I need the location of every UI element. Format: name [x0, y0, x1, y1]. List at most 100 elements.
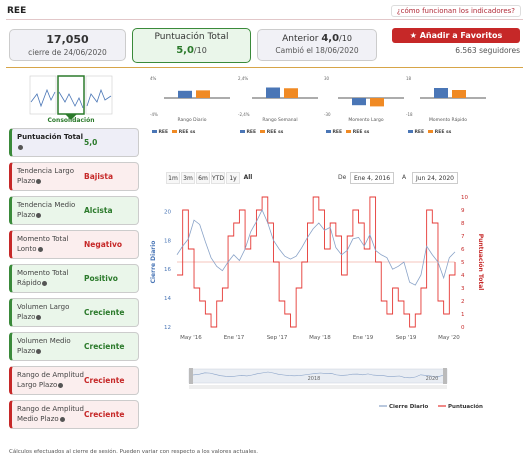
score-card: Puntuación Total 5,0/10: [132, 28, 251, 63]
indicator-row[interactable]: Tendencia Largo Plazo Bajista: [9, 162, 139, 191]
y-right-tick: 4: [461, 273, 465, 279]
indicator-value: Creciente: [84, 342, 125, 351]
indicator-value: 5,0: [84, 138, 98, 147]
info-icon[interactable]: [59, 416, 65, 422]
price-date: cierre de 24/06/2020: [28, 48, 107, 57]
indicator-name: Tendencia Largo Plazo: [17, 167, 74, 185]
pattern-line-3: [86, 88, 112, 107]
price-card: 17,050 cierre de 24/06/2020: [9, 29, 126, 61]
info-icon[interactable]: [42, 280, 48, 286]
bar-chart-legend: REE REE ss: [152, 130, 195, 135]
indicator-value: Alcista: [84, 206, 113, 215]
previous-changed-date: Cambió el 18/06/2020: [275, 46, 359, 55]
indicator-row[interactable]: Volumen Largo Plazo Creciente: [9, 298, 139, 327]
bar-ree-ss: [196, 90, 210, 98]
x-tick: Ene '17: [224, 335, 245, 341]
to-label: A: [402, 174, 407, 181]
range-button-6m[interactable]: 6m: [196, 172, 210, 184]
bar-bottom-label: -2,4%: [238, 112, 250, 117]
info-icon[interactable]: [37, 246, 43, 252]
bar-chart-3: 30 -30 Momento Largo REE REE ss: [322, 74, 410, 138]
previous-score: Anterior 4,0/10: [282, 33, 352, 44]
range-button-all[interactable]: All: [243, 174, 253, 181]
info-icon[interactable]: [58, 382, 64, 388]
pattern-thumbnail-2[interactable]: [57, 75, 85, 115]
legend-score[interactable]: Puntuación: [448, 403, 483, 410]
y-left-axis-label: Cierre Diario: [150, 241, 157, 284]
indicator-row[interactable]: Tendencia Medio Plazo Alcista: [9, 196, 139, 225]
bar-bottom-label: -30: [324, 112, 331, 117]
score-label: Puntuación Total: [154, 32, 229, 42]
bar-top-label: 18: [406, 76, 412, 81]
info-icon[interactable]: [36, 314, 42, 320]
bar-chart-caption: Rango Diario: [177, 118, 207, 123]
indicator-value: Creciente: [84, 410, 125, 419]
indicator-value: Creciente: [84, 308, 125, 317]
navigator-scrollbar[interactable]: [189, 385, 447, 389]
header-divider: [6, 19, 523, 20]
indicator-row[interactable]: Momento Total Lonto Negativo: [9, 230, 139, 259]
bar-ree: [178, 90, 192, 98]
navigator-handle-right[interactable]: [443, 368, 447, 384]
bar-ree-ss: [452, 90, 466, 98]
to-date-input[interactable]: Jun 24, 2020: [412, 172, 458, 184]
bar-ree-ss: [284, 88, 298, 98]
bar-ree: [434, 88, 448, 98]
y-left-tick: 20: [164, 209, 171, 215]
bar-bottom-label: -18: [406, 112, 413, 117]
indicator-row[interactable]: Puntuación Total 5,0: [9, 128, 139, 157]
pattern-thumbnails[interactable]: [29, 72, 113, 122]
legend-price[interactable]: Cierre Diario: [389, 404, 428, 410]
indicator-name: Volumen Medio Plazo: [17, 337, 71, 355]
x-tick: May '16: [180, 335, 202, 341]
y-right-tick: 7: [461, 234, 465, 240]
indicator-name: Puntuación Total: [17, 132, 87, 152]
section-divider: [6, 67, 523, 68]
y-right-tick: 5: [461, 260, 465, 266]
range-button-1y[interactable]: 1y: [226, 172, 240, 184]
add-favorites-button[interactable]: ★ Añadir a Favoritos: [392, 28, 520, 43]
from-date-input[interactable]: Ene 4, 2016: [350, 172, 394, 184]
y-right-tick: 2: [461, 299, 465, 305]
indicator-row[interactable]: Rango de Amplitud Medio Plazo Creciente: [9, 400, 139, 429]
bar-top-label: 4%: [150, 76, 157, 81]
info-icon[interactable]: [36, 348, 42, 354]
bar-chart-caption: Momento Largo: [348, 118, 384, 123]
indicator-row[interactable]: Momento Total Rápido Positivo: [9, 264, 139, 293]
score-series: [177, 196, 456, 328]
indicator-value: Creciente: [84, 376, 125, 385]
bar-chart-legend: REE REE ss: [326, 130, 369, 135]
bar-chart-1: 4% -4% Rango Diario REE REE ss: [148, 74, 236, 138]
info-icon[interactable]: [36, 212, 42, 218]
from-label: De: [338, 174, 347, 181]
navigator-label: 2018: [308, 376, 321, 382]
navigator-series: [188, 371, 448, 379]
bar-chart-legend: REE REE ss: [240, 130, 283, 135]
info-icon[interactable]: [36, 178, 42, 184]
x-tick: Sep '19: [396, 335, 417, 341]
range-button-ytd[interactable]: YTD: [211, 172, 225, 184]
bar-chart-caption: Momento Rápido: [428, 118, 468, 123]
range-button-1m[interactable]: 1m: [166, 172, 180, 184]
range-button-3m[interactable]: 3m: [181, 172, 195, 184]
how-indicators-link[interactable]: ¿cómo funcionan los indicadores?: [390, 5, 521, 17]
indicator-row[interactable]: Volumen Medio Plazo Creciente: [9, 332, 139, 361]
navigator-label: 2020: [426, 376, 439, 382]
indicator-value: Bajista: [84, 172, 114, 181]
y-left-tick: 14: [164, 296, 171, 302]
y-right-tick: 8: [461, 221, 465, 227]
x-tick: May '18: [309, 335, 331, 341]
pattern-thumbnail-1[interactable]: [29, 75, 57, 115]
indicator-row[interactable]: Rango de Amplitud Largo Plazo Creciente: [9, 366, 139, 395]
info-icon[interactable]: [18, 144, 23, 150]
bar-chart-caption: Rango Semanal: [262, 118, 298, 123]
y-left-tick: 18: [164, 238, 171, 244]
bar-chart-legend: REE REE ss: [408, 130, 451, 135]
x-tick: May '20: [438, 335, 460, 341]
navigator-handle-left[interactable]: [189, 368, 193, 384]
indicator-name: Rango de Amplitud Medio Plazo: [17, 405, 84, 423]
bar-ree: [266, 87, 280, 98]
page-title: REE: [7, 6, 27, 16]
bar-top-label: 2,4%: [238, 76, 248, 81]
